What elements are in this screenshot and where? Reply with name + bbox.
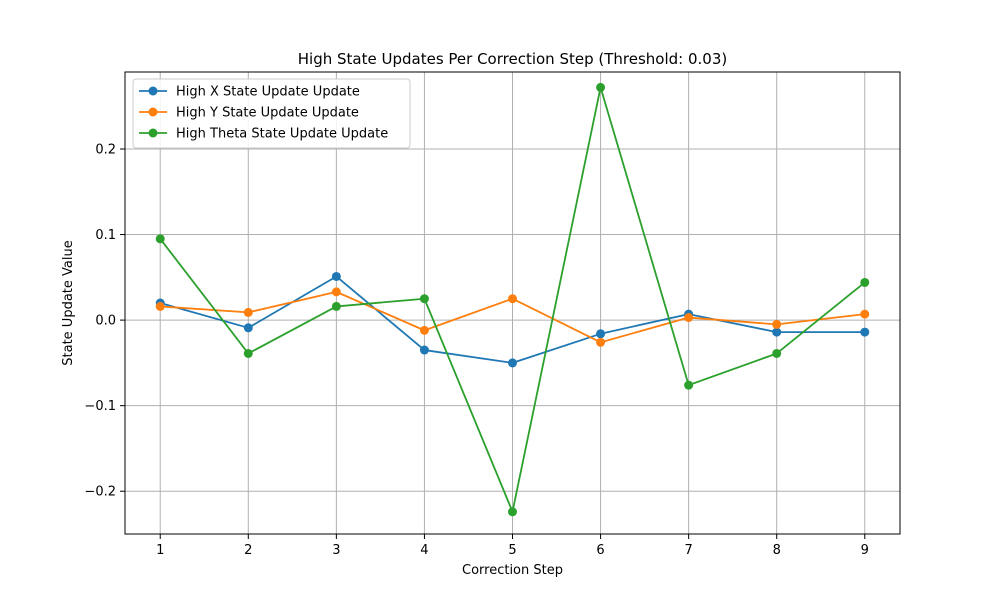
series-3-point (419, 294, 429, 304)
series-2-point (860, 309, 870, 319)
series-3-point (596, 82, 606, 92)
x-tick-label: 8 (773, 543, 781, 558)
legend-series-2-marker (148, 107, 158, 117)
x-tick-label: 9 (861, 543, 869, 558)
series-layer (155, 82, 870, 517)
series-1-point (243, 323, 253, 333)
x-tick-label: 7 (684, 543, 692, 558)
series-3-point (684, 380, 694, 390)
series-3-point (155, 234, 165, 244)
series-3-point (243, 348, 253, 358)
series-1-point (508, 358, 517, 368)
x-tick-label: 1 (156, 543, 164, 558)
series-1-point (419, 345, 429, 355)
y-axis-label: State Update Value (61, 240, 76, 365)
legend-series-1-marker (148, 86, 158, 96)
x-tick-label: 5 (508, 543, 516, 558)
x-tick-label: 2 (244, 543, 252, 558)
x-tick-label: 3 (332, 543, 340, 558)
series-1-point (331, 271, 341, 281)
y-tick-label: 0.0 (95, 314, 116, 329)
legend-series-2-label: High Y State Update Update (176, 106, 359, 121)
legend-box (132, 78, 411, 149)
x-tick-label: 6 (596, 543, 604, 558)
series-3-point (860, 277, 870, 287)
series-1-point (596, 329, 606, 339)
series-2-point (684, 313, 694, 323)
y-tick-label: 0.2 (95, 143, 116, 158)
x-axis-ticks: 1 2 3 4 5 6 7 8 9 (156, 534, 869, 558)
y-tick-label: −0.2 (84, 485, 116, 500)
series-3-point (772, 348, 782, 358)
series-2-point (243, 307, 253, 317)
series-1-point (772, 327, 782, 337)
series-2-point (772, 319, 782, 329)
legend: High X State Update Update High Y State U… (132, 78, 411, 149)
legend-series-3-marker (148, 128, 158, 138)
series-2-point (508, 294, 517, 304)
legend-series-1-label: High X State Update Update (176, 85, 360, 100)
series-2-point (331, 287, 341, 297)
y-axis-ticks: −0.2 −0.1 0.0 0.1 0.2 (84, 143, 125, 500)
series-2-point (419, 325, 429, 335)
series-2-point (596, 337, 606, 347)
legend-series-3-label: High Theta State Update Update (176, 127, 388, 142)
series-3-point (331, 301, 341, 311)
chart-title: High State Updates Per Correction Step (… (298, 50, 727, 68)
x-tick-label: 4 (420, 543, 428, 558)
series-1-point (860, 327, 870, 337)
y-tick-label: 0.1 (95, 228, 116, 243)
series-2-point (155, 301, 165, 311)
y-tick-label: −0.1 (84, 399, 116, 414)
x-axis-label: Correction Step (462, 563, 563, 578)
series-3-point (508, 507, 517, 517)
